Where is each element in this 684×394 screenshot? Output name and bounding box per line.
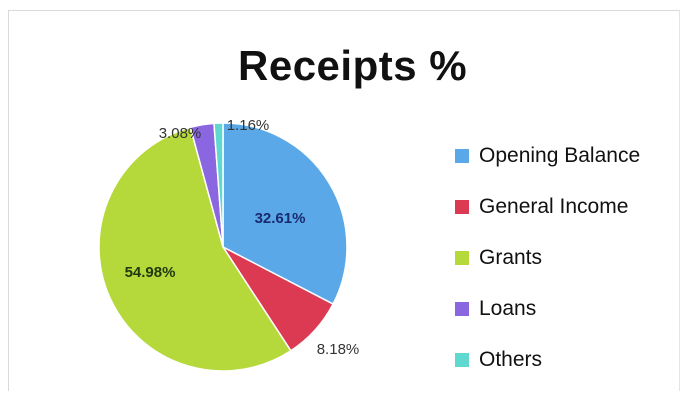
data-label-grants: 54.98% bbox=[125, 264, 176, 281]
pie-slice-others bbox=[213, 122, 224, 248]
chart-title: Receipts % bbox=[238, 42, 468, 89]
legend-label-loans: Loans bbox=[479, 296, 537, 320]
legend-swatch-grants bbox=[455, 250, 469, 265]
legend-label-general-income: General Income bbox=[479, 194, 629, 218]
legend-swatch-others bbox=[455, 352, 469, 367]
legend-item-others: Others bbox=[455, 334, 640, 385]
legend-label-others: Others bbox=[479, 347, 543, 371]
data-label-general-income: 8.18% bbox=[317, 341, 360, 358]
legend-item-general-income: General Income bbox=[455, 181, 640, 232]
legend-swatch-loans bbox=[455, 301, 469, 316]
legend-label-opening-balance: Opening Balance bbox=[479, 143, 641, 167]
legend-label-grants: Grants bbox=[479, 245, 543, 269]
pie-slice-opening-balance bbox=[222, 122, 348, 306]
legend-item-opening-balance: Opening Balance bbox=[455, 130, 640, 181]
legend-swatch-general-income bbox=[455, 199, 469, 214]
data-label-loans: 3.08% bbox=[159, 125, 202, 142]
data-label-opening-balance: 32.61% bbox=[255, 210, 306, 227]
pie-slice-grants bbox=[98, 126, 292, 372]
legend-swatch-opening-balance bbox=[455, 148, 469, 163]
legend-item-loans: Loans bbox=[455, 283, 640, 334]
data-label-others: 1.16% bbox=[227, 117, 270, 134]
legend: Opening Balance General Income Grants Loans… bbox=[455, 130, 640, 385]
legend-item-grants: Grants bbox=[455, 232, 640, 283]
